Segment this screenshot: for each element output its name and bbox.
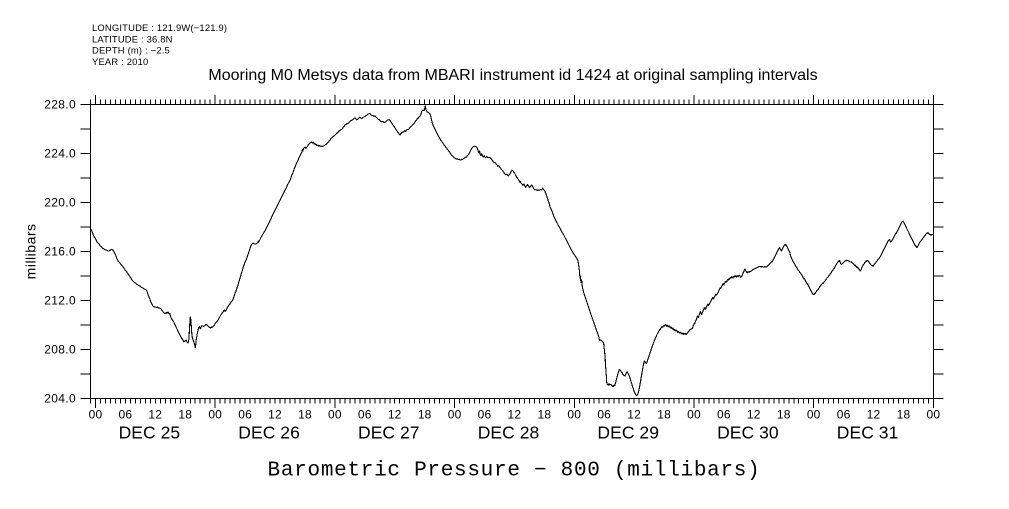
svg-text:00: 00	[687, 407, 701, 421]
svg-text:00: 00	[208, 407, 222, 421]
svg-text:06: 06	[238, 407, 252, 421]
svg-text:18: 18	[538, 407, 552, 421]
svg-text:DEC 27: DEC 27	[358, 423, 420, 443]
svg-text:18: 18	[657, 407, 671, 421]
svg-text:06: 06	[119, 407, 133, 421]
svg-text:208.0: 208.0	[44, 343, 76, 357]
svg-text:00: 00	[328, 407, 342, 421]
svg-text:00: 00	[89, 407, 103, 421]
svg-text:06: 06	[717, 407, 731, 421]
svg-text:224.0: 224.0	[44, 147, 76, 161]
svg-text:Mooring M0 Metsys data from MB: Mooring M0 Metsys data from MBARI instru…	[208, 67, 817, 84]
svg-text:12: 12	[268, 407, 282, 421]
svg-text:18: 18	[418, 407, 432, 421]
svg-text:Barometric Pressure − 800 (mil: Barometric Pressure − 800 (millibars)	[268, 459, 761, 482]
svg-text:DEC 29: DEC 29	[597, 423, 659, 443]
svg-text:DEC 25: DEC 25	[119, 423, 181, 443]
svg-text:00: 00	[567, 407, 581, 421]
svg-text:DEC 28: DEC 28	[478, 423, 540, 443]
svg-text:216.0: 216.0	[44, 245, 76, 259]
svg-text:LATITUDE : 36.8N: LATITUDE : 36.8N	[92, 33, 173, 44]
svg-text:18: 18	[298, 407, 312, 421]
svg-text:18: 18	[897, 407, 911, 421]
svg-text:DEC 26: DEC 26	[238, 423, 300, 443]
svg-text:220.0: 220.0	[44, 196, 76, 210]
svg-text:YEAR : 2010: YEAR : 2010	[92, 56, 148, 67]
svg-text:DEPTH (m) : −2.5: DEPTH (m) : −2.5	[92, 45, 170, 56]
svg-text:212.0: 212.0	[44, 294, 76, 308]
svg-text:12: 12	[747, 407, 761, 421]
svg-text:LONGITUDE : 121.9W(−121.9): LONGITUDE : 121.9W(−121.9)	[92, 22, 227, 33]
svg-text:12: 12	[508, 407, 522, 421]
svg-text:18: 18	[777, 407, 791, 421]
svg-text:12: 12	[388, 407, 402, 421]
svg-text:12: 12	[627, 407, 641, 421]
svg-text:06: 06	[478, 407, 492, 421]
svg-text:18: 18	[178, 407, 192, 421]
svg-text:06: 06	[597, 407, 611, 421]
svg-text:DEC 30: DEC 30	[717, 423, 779, 443]
svg-text:06: 06	[358, 407, 372, 421]
svg-text:12: 12	[148, 407, 162, 421]
svg-text:204.0: 204.0	[44, 392, 76, 406]
svg-text:12: 12	[867, 407, 881, 421]
svg-text:millibars: millibars	[22, 223, 38, 279]
svg-text:DEC 31: DEC 31	[837, 423, 899, 443]
svg-text:00: 00	[448, 407, 462, 421]
svg-text:06: 06	[837, 407, 851, 421]
svg-text:00: 00	[807, 407, 821, 421]
svg-text:00: 00	[927, 407, 941, 421]
svg-text:228.0: 228.0	[44, 98, 76, 112]
